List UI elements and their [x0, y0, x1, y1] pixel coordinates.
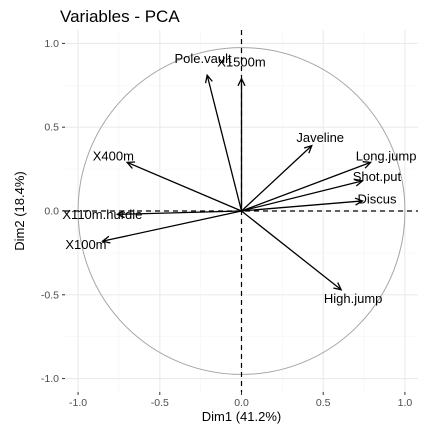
arrow-discus	[241, 200, 363, 212]
arrowhead-x110m-hurdle	[115, 210, 125, 219]
label-discus: Discus	[357, 192, 397, 207]
arrowhead-discus	[354, 197, 364, 206]
variable-labels: X100m Long.jump Shot.put High.jump X400m X110…	[62, 51, 416, 306]
label-high-jump: High.jump	[324, 291, 383, 306]
label-x1500m: X1500m	[217, 55, 265, 70]
y-tick-label: 1.0	[44, 38, 59, 50]
arrow-x110m-hurdle	[117, 210, 242, 216]
arrow-x100m	[102, 210, 242, 242]
y-axis-title: Dim2 (18.4%)	[12, 171, 27, 250]
arrowhead-long-jump	[362, 161, 373, 169]
variable-arrows	[101, 73, 373, 291]
arrowhead-shot-put	[354, 178, 364, 187]
arrowhead-x400m	[125, 161, 136, 169]
y-tick-label: 0.5	[44, 122, 59, 134]
arrow-x400m	[126, 161, 242, 212]
label-x400m: X400m	[93, 149, 134, 164]
arrow-javeline	[241, 145, 313, 212]
x-axis-title: Dim1 (41.2%)	[202, 409, 281, 424]
label-shot-put: Shot.put	[353, 169, 402, 184]
label-x100m: X100m	[65, 237, 106, 252]
arrowhead-javeline	[303, 144, 313, 154]
y-tick-label: -1.0	[41, 373, 59, 385]
axis-ticks: -1.0 -0.5 0.0 0.5 1.0 -1.0 -0.5 0.0 0.5 1.0	[41, 38, 412, 409]
x-tick-label: 1.0	[398, 397, 413, 409]
arrow-shot-put	[241, 180, 363, 212]
x-tick-label: -1.0	[69, 397, 87, 409]
label-long-jump: Long.jump	[356, 149, 417, 164]
x-tick-label: 0.0	[234, 397, 249, 409]
arrow-pole-vault	[206, 75, 243, 212]
x-tick-label: 0.5	[316, 397, 331, 409]
label-pole-vault: Pole.vault	[175, 51, 232, 66]
x-tick-label: -0.5	[151, 397, 169, 409]
label-javeline: Javeline	[296, 130, 344, 145]
arrowhead-high-jump	[333, 282, 343, 291]
arrowhead-x1500m	[237, 77, 246, 87]
arrowhead-pole-vault	[204, 73, 213, 84]
chart-title: Variables - PCA	[60, 7, 180, 26]
arrow-long-jump	[241, 161, 371, 212]
arrow-high-jump	[241, 210, 342, 291]
y-tick-label: -0.5	[41, 289, 59, 301]
arrowhead-x100m	[101, 235, 111, 244]
y-tick-label: 0.0	[44, 206, 59, 218]
label-x110m-hurdle: X110m.hurdle	[62, 207, 142, 222]
